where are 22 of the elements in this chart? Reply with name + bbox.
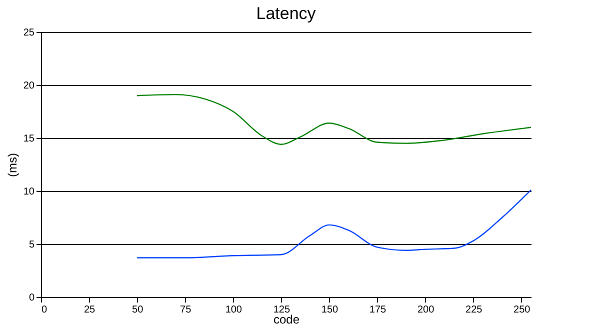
x-tick-label: 225	[466, 304, 483, 316]
x-tick-label: 200	[417, 304, 435, 316]
y-tick-label: 20	[23, 80, 35, 92]
x-tick-label: 25	[84, 304, 96, 316]
chart-title: Latency	[256, 4, 316, 23]
x-tick-label: 125	[273, 304, 290, 316]
y-axis-title: (ms)	[5, 153, 20, 177]
line-series	[136, 189, 532, 258]
x-tick-label: 250	[514, 304, 531, 316]
y-tick-label: 15	[23, 134, 35, 144]
x-axis-title: code	[273, 312, 300, 324]
x-tick-label: 0	[42, 304, 48, 316]
x-tick-label: 100	[225, 304, 242, 316]
line-series	[136, 94, 532, 145]
y-tick-label: 5	[28, 240, 35, 250]
y-tick-label: 25	[23, 28, 35, 38]
x-tick-label: 175	[369, 304, 387, 316]
x-tick-label: 50	[132, 304, 144, 316]
x-tick-label: 75	[180, 304, 192, 316]
y-tick-label: 0	[28, 292, 35, 304]
x-tick-label: 150	[321, 304, 339, 316]
y-tick-label: 10	[23, 186, 35, 198]
